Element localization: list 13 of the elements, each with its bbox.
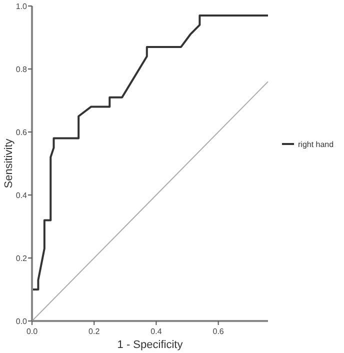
x-tick-label: 0.0	[26, 327, 38, 336]
x-tick-label: 0.4	[150, 327, 162, 336]
x-tick-label: 0.6	[212, 327, 224, 336]
y-tick-label: 0.4	[16, 191, 28, 200]
y-axis-title: Sensitivity	[3, 138, 15, 188]
y-tick-label: 0.2	[16, 254, 28, 263]
y-tick-label: 0.6	[16, 128, 28, 137]
x-tick-label: 0.2	[88, 327, 100, 336]
x-axis-title: 1 - Specificity	[117, 339, 184, 351]
y-tick-label: 1.0	[16, 2, 28, 11]
legend-label: right hand	[298, 140, 334, 149]
y-tick-label: 0.8	[16, 65, 28, 74]
y-tick-label: 0.0	[16, 317, 28, 326]
